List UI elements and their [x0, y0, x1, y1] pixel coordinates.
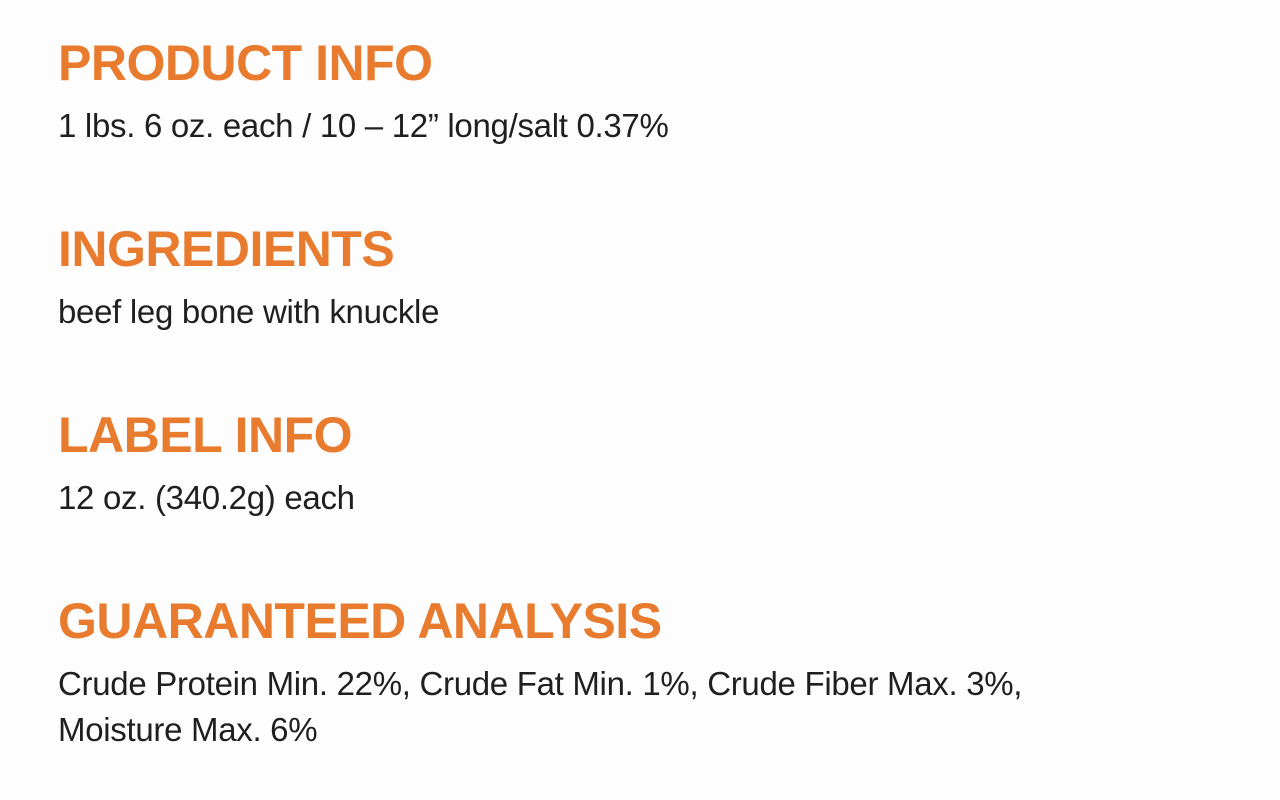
guaranteed-analysis-heading: GUARANTEED ANALYSIS — [58, 592, 662, 649]
product-details-panel: PRODUCT INFO 1 lbs. 6 oz. each / 10 – 12… — [58, 36, 1240, 755]
product-info-body: 1 lbs. 6 oz. each / 10 – 12” long/salt 0… — [58, 103, 1238, 150]
section-guaranteed-analysis: GUARANTEED ANALYSIS Crude Protein Min. 2… — [58, 592, 1240, 755]
guaranteed-analysis-text-line-1: Crude Protein Min. 22%, Crude Fat Min. 1… — [58, 664, 1023, 702]
label-info-body: 12 oz. (340.2g) each — [58, 475, 1238, 522]
ingredients-text: beef leg bone with knuckle — [58, 292, 440, 330]
section-ingredients: INGREDIENTS beef leg bone with knuckle — [58, 220, 1240, 336]
ingredients-heading: INGREDIENTS — [58, 220, 395, 277]
guaranteed-analysis-text-line-2: Moisture Max. 6% — [58, 711, 318, 749]
label-info-heading: LABEL INFO — [58, 406, 353, 463]
section-label-info: LABEL INFO 12 oz. (340.2g) each — [58, 406, 1240, 522]
guaranteed-analysis-body: Crude Protein Min. 22%, Crude Fat Min. 1… — [58, 661, 1238, 755]
product-info-text: 1 lbs. 6 oz. each / 10 – 12” long/salt 0… — [58, 107, 669, 144]
ingredients-body: beef leg bone with knuckle — [58, 289, 1238, 336]
product-info-heading: PRODUCT INFO — [58, 35, 433, 91]
label-info-text: 12 oz. (340.2g) each — [58, 478, 355, 516]
section-product-info: PRODUCT INFO 1 lbs. 6 oz. each / 10 – 12… — [58, 36, 1240, 150]
